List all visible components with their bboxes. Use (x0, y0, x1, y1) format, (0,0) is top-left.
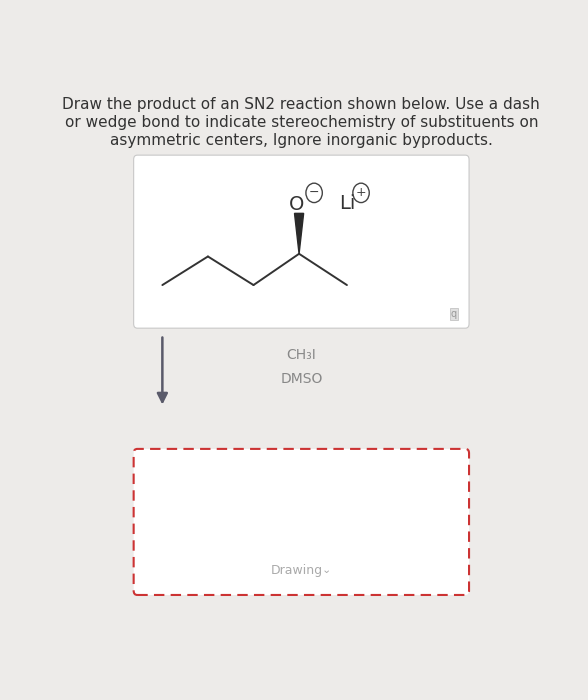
Polygon shape (295, 214, 303, 254)
Text: DMSO: DMSO (280, 372, 323, 386)
Text: Li: Li (339, 194, 356, 214)
Text: O: O (289, 195, 305, 214)
Text: ⌄: ⌄ (322, 565, 331, 575)
Text: Drawing: Drawing (270, 564, 323, 577)
Text: Draw the product of an SN2 reaction shown below. Use a dash: Draw the product of an SN2 reaction show… (62, 97, 540, 113)
Text: CH₃I: CH₃I (286, 348, 316, 362)
Text: asymmetric centers, Ignore inorganic byproducts.: asymmetric centers, Ignore inorganic byp… (110, 133, 493, 148)
Text: −: − (309, 186, 319, 200)
Text: q: q (451, 309, 457, 319)
FancyBboxPatch shape (133, 155, 469, 328)
FancyBboxPatch shape (133, 449, 469, 595)
Text: or wedge bond to indicate stereochemistry of substituents on: or wedge bond to indicate stereochemistr… (65, 116, 538, 130)
Text: +: + (356, 186, 366, 200)
